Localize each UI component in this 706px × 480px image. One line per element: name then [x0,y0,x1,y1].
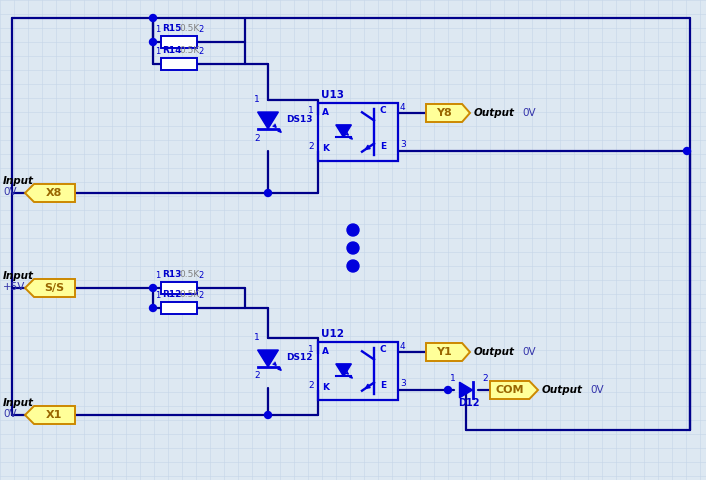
Circle shape [150,285,157,291]
Text: 0V: 0V [590,385,604,395]
Text: C: C [380,345,387,354]
Text: R12: R12 [162,290,181,299]
Polygon shape [258,350,278,367]
Polygon shape [336,364,352,376]
Text: U12: U12 [321,329,344,339]
Text: 2: 2 [254,134,260,143]
Circle shape [347,224,359,236]
Text: 1: 1 [155,47,160,56]
Text: 2: 2 [198,25,203,34]
Text: X1: X1 [46,410,62,420]
Polygon shape [490,381,538,399]
Text: 0V: 0V [522,108,536,118]
Polygon shape [25,406,75,424]
Text: 4: 4 [400,103,406,112]
Text: X8: X8 [46,188,62,198]
Text: Output: Output [474,108,515,118]
Text: 1: 1 [155,291,160,300]
Text: 2: 2 [198,271,203,280]
Text: 2: 2 [198,291,203,300]
Circle shape [265,411,272,419]
Text: DS12: DS12 [286,353,313,362]
Circle shape [150,14,157,22]
Text: 0.5K: 0.5K [179,24,199,33]
Circle shape [150,304,157,312]
Bar [161,282,197,294]
Text: 1: 1 [254,333,260,342]
Circle shape [683,147,690,155]
Text: K: K [322,144,329,153]
Text: DS13: DS13 [286,115,313,124]
Text: R15: R15 [162,24,181,33]
Bar [161,58,197,70]
Text: 1: 1 [308,106,313,115]
Polygon shape [258,112,278,129]
Text: 2: 2 [308,142,313,151]
Text: C: C [380,106,387,115]
Text: 1: 1 [254,95,260,104]
Text: 0V: 0V [3,187,17,197]
Bar [318,103,398,161]
Bar [161,302,197,314]
Bar [318,342,398,400]
Circle shape [150,38,157,46]
Text: 4: 4 [400,342,406,351]
Text: 0.5K: 0.5K [179,270,199,279]
Text: K: K [322,383,329,392]
Polygon shape [426,343,470,361]
Text: +5V: +5V [3,282,25,292]
Text: A: A [322,108,329,117]
Polygon shape [25,184,75,202]
Text: 3: 3 [400,379,406,388]
Text: R13: R13 [162,270,181,279]
Text: 2: 2 [254,371,260,380]
Text: 0V: 0V [3,409,17,419]
Text: 2: 2 [482,374,488,383]
Text: Y8: Y8 [436,108,452,118]
Text: 0.5K: 0.5K [179,46,199,55]
Text: 1: 1 [308,345,313,354]
Polygon shape [426,104,470,122]
Text: Input: Input [3,398,34,408]
Polygon shape [336,125,352,137]
Text: 1: 1 [155,25,160,34]
Text: 0V: 0V [522,347,536,357]
Circle shape [347,242,359,254]
Text: E: E [380,142,386,151]
Text: A: A [322,347,329,356]
Text: 3: 3 [400,140,406,149]
Text: 2: 2 [308,381,313,390]
Text: S/S: S/S [44,283,64,293]
Polygon shape [460,382,472,398]
Circle shape [347,260,359,272]
Text: COM: COM [496,385,524,395]
Text: D12: D12 [458,398,479,408]
Bar [161,36,197,48]
Text: 1: 1 [155,271,160,280]
Circle shape [265,190,272,196]
Text: E: E [380,381,386,390]
Text: Output: Output [542,385,583,395]
Circle shape [445,386,452,394]
Text: Output: Output [474,347,515,357]
Text: U13: U13 [321,90,344,100]
Text: Input: Input [3,176,34,186]
Text: 2: 2 [198,47,203,56]
Polygon shape [25,279,75,297]
Text: Input: Input [3,271,34,281]
Text: R14: R14 [162,46,181,55]
Text: 1: 1 [450,374,456,383]
Text: Y1: Y1 [436,347,452,357]
Text: 0.5K: 0.5K [179,290,199,299]
